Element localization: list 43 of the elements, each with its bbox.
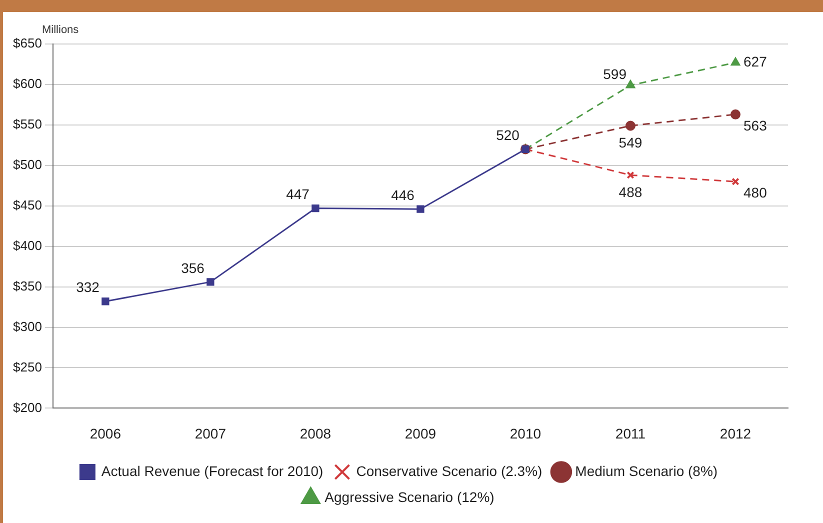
data-label: 599 (603, 66, 627, 82)
legend-label: Conservative Scenario (2.3%) (356, 462, 542, 479)
data-label: 480 (743, 184, 768, 200)
legend-label: Aggressive Scenario (12%) (324, 488, 494, 505)
y-tick-label: $550 (13, 116, 42, 132)
x-tick-label: 2009 (404, 425, 436, 442)
legend-label: Actual Revenue (Forecast for 2010) (101, 462, 324, 479)
data-label: 447 (286, 186, 310, 202)
y-tick-label: $400 (13, 238, 42, 253)
point (732, 178, 740, 186)
data-label: 356 (181, 260, 205, 276)
y-tick-label: $600 (13, 76, 42, 92)
data-label: 549 (618, 134, 642, 151)
data-label: 627 (743, 53, 768, 70)
point (416, 205, 424, 213)
x-tick-label: 2006 (90, 425, 122, 442)
y-tick-label: $500 (13, 156, 42, 172)
data-label: 563 (743, 117, 768, 134)
x-tick-label: 2012 (720, 425, 752, 442)
x-tick-label: 2011 (615, 425, 646, 442)
point (731, 58, 740, 66)
point (730, 109, 740, 120)
y-tick-label: $650 (13, 36, 42, 51)
data-label: 332 (76, 279, 100, 296)
y-tick-label: $450 (13, 197, 42, 212)
y-tick-label: $200 (13, 400, 42, 415)
y-axis-title: Millions (42, 24, 80, 36)
x-tick-label: 2010 (510, 425, 542, 442)
y-tick-label: $300 (13, 318, 42, 334)
x-tick-label: 2007 (194, 425, 226, 442)
data-label: 446 (391, 186, 415, 203)
point (206, 278, 214, 286)
point (625, 120, 636, 131)
legend-label: Medium Scenario (8%) (575, 462, 718, 479)
x-tick-label: 2008 (300, 425, 332, 442)
data-label: 520 (496, 127, 520, 144)
point (102, 298, 110, 306)
y-tick-label: $250 (13, 359, 42, 374)
y-tick-label: $350 (13, 278, 42, 294)
point (626, 80, 635, 88)
data-label: 488 (618, 184, 642, 200)
point (312, 204, 320, 212)
point (626, 171, 634, 179)
